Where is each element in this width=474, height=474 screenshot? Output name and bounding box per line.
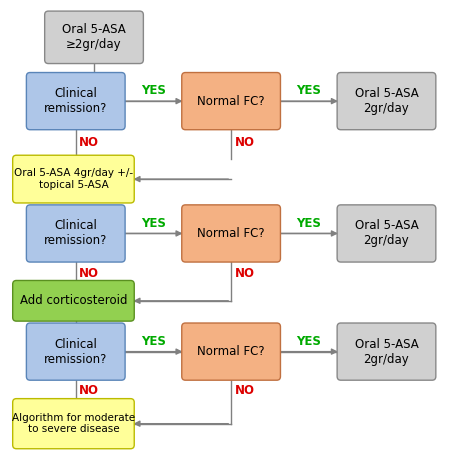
Text: YES: YES (141, 217, 166, 229)
FancyBboxPatch shape (27, 205, 125, 262)
FancyBboxPatch shape (45, 11, 143, 64)
Text: Normal FC?: Normal FC? (197, 345, 265, 358)
FancyBboxPatch shape (27, 73, 125, 130)
Text: NO: NO (235, 384, 255, 397)
FancyBboxPatch shape (13, 399, 134, 449)
FancyBboxPatch shape (337, 205, 436, 262)
FancyBboxPatch shape (13, 281, 134, 321)
Text: NO: NO (79, 267, 99, 280)
Text: Oral 5-ASA
2gr/day: Oral 5-ASA 2gr/day (355, 87, 419, 115)
Text: YES: YES (296, 335, 321, 348)
Text: Add corticosteroid: Add corticosteroid (20, 294, 127, 307)
FancyBboxPatch shape (13, 155, 134, 203)
FancyBboxPatch shape (27, 323, 125, 380)
Text: NO: NO (235, 136, 255, 149)
Text: Algorithm for moderate
to severe disease: Algorithm for moderate to severe disease (12, 413, 135, 435)
Text: Normal FC?: Normal FC? (197, 95, 265, 108)
Text: NO: NO (79, 136, 99, 149)
FancyBboxPatch shape (182, 323, 281, 380)
Text: Clinical
remission?: Clinical remission? (44, 87, 108, 115)
Text: YES: YES (141, 335, 166, 348)
Text: YES: YES (296, 217, 321, 229)
FancyBboxPatch shape (337, 73, 436, 130)
Text: Clinical
remission?: Clinical remission? (44, 219, 108, 247)
Text: Clinical
remission?: Clinical remission? (44, 337, 108, 365)
Text: Oral 5-ASA
2gr/day: Oral 5-ASA 2gr/day (355, 337, 419, 365)
FancyBboxPatch shape (182, 205, 281, 262)
FancyBboxPatch shape (182, 73, 281, 130)
Text: Normal FC?: Normal FC? (197, 227, 265, 240)
Text: Oral 5-ASA
≥2gr/day: Oral 5-ASA ≥2gr/day (62, 23, 126, 51)
FancyBboxPatch shape (337, 323, 436, 380)
Text: NO: NO (79, 384, 99, 397)
Text: Oral 5-ASA
2gr/day: Oral 5-ASA 2gr/day (355, 219, 419, 247)
Text: Oral 5-ASA 4gr/day +/-
topical 5-ASA: Oral 5-ASA 4gr/day +/- topical 5-ASA (14, 168, 133, 190)
Text: YES: YES (141, 84, 166, 97)
Text: YES: YES (296, 84, 321, 97)
Text: NO: NO (235, 267, 255, 280)
